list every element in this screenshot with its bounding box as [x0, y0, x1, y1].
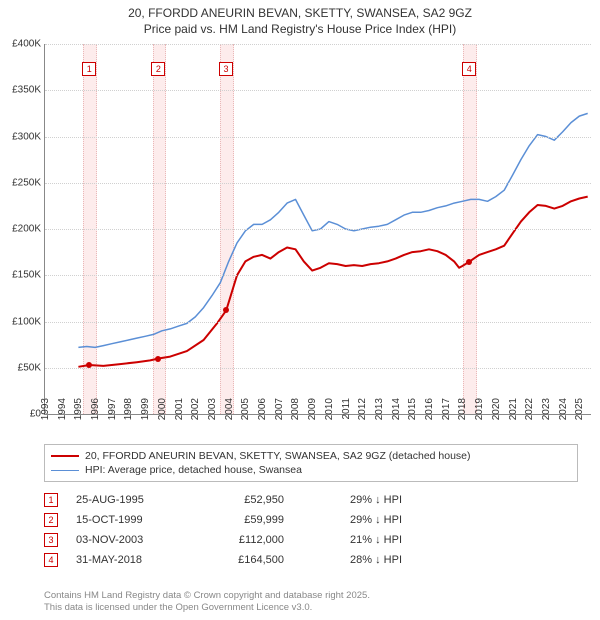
transaction-price: £52,950 [204, 494, 284, 506]
chart-title: 20, FFORDD ANEURIN BEVAN, SKETTY, SWANSE… [0, 0, 600, 39]
chart-container: 20, FFORDD ANEURIN BEVAN, SKETTY, SWANSE… [0, 0, 600, 620]
x-axis-label: 2011 [341, 398, 352, 420]
x-axis-label: 2005 [240, 398, 251, 420]
x-axis-label: 2002 [190, 398, 201, 420]
footnote-line: This data is licensed under the Open Gov… [44, 602, 564, 614]
x-axis-label: 2009 [307, 398, 318, 420]
transaction-row: 2 15-OCT-1999 £59,999 29% ↓ HPI [44, 510, 564, 530]
x-axis-label: 2021 [508, 398, 519, 420]
transaction-row: 1 25-AUG-1995 £52,950 29% ↓ HPI [44, 490, 564, 510]
x-axis-label: 2006 [257, 398, 268, 420]
y-axis-label: £0 [1, 409, 41, 420]
y-axis-label: £400K [1, 39, 41, 50]
legend-swatch [51, 470, 79, 471]
gridline [45, 229, 591, 230]
transaction-diff: 21% ↓ HPI [302, 534, 402, 546]
x-axis-label: 2013 [374, 398, 385, 420]
transaction-price: £164,500 [204, 554, 284, 566]
legend: 20, FFORDD ANEURIN BEVAN, SKETTY, SWANSE… [44, 444, 578, 482]
event-dot [466, 259, 472, 265]
transaction-marker: 1 [44, 493, 58, 507]
gridline [45, 183, 591, 184]
x-axis-label: 2016 [424, 398, 435, 420]
transaction-price: £59,999 [204, 514, 284, 526]
transaction-price: £112,000 [204, 534, 284, 546]
x-axis-label: 1997 [107, 398, 118, 420]
x-axis-label: 1996 [90, 398, 101, 420]
gridline [45, 275, 591, 276]
legend-item-price-paid: 20, FFORDD ANEURIN BEVAN, SKETTY, SWANSE… [51, 449, 571, 463]
x-axis-label: 2018 [457, 398, 468, 420]
y-axis-label: £250K [1, 177, 41, 188]
series-hpi [78, 113, 587, 347]
event-dot [155, 356, 161, 362]
transaction-date: 03-NOV-2003 [76, 534, 186, 546]
event-dot [86, 362, 92, 368]
event-marker: 4 [462, 62, 476, 76]
x-axis-label: 2017 [441, 398, 452, 420]
transactions-table: 1 25-AUG-1995 £52,950 29% ↓ HPI 2 15-OCT-1999… [44, 490, 564, 570]
y-axis-label: £300K [1, 131, 41, 142]
transaction-date: 15-OCT-1999 [76, 514, 186, 526]
x-axis-label: 2014 [391, 398, 402, 420]
gridline [45, 368, 591, 369]
x-axis-label: 1995 [73, 398, 84, 420]
transaction-diff: 29% ↓ HPI [302, 494, 402, 506]
x-axis-label: 2019 [474, 398, 485, 420]
x-axis-label: 2015 [407, 398, 418, 420]
event-dot [223, 307, 229, 313]
transaction-diff: 28% ↓ HPI [302, 554, 402, 566]
y-axis-label: £100K [1, 316, 41, 327]
x-axis-label: 2024 [558, 398, 569, 420]
x-axis-label: 2023 [541, 398, 552, 420]
x-axis-label: 2012 [357, 398, 368, 420]
chart-area: £0£50K£100K£150K£200K£250K£300K£350K£400… [44, 44, 590, 414]
footnote: Contains HM Land Registry data © Crown c… [44, 590, 564, 614]
x-axis-label: 2020 [491, 398, 502, 420]
transaction-row: 3 03-NOV-2003 £112,000 21% ↓ HPI [44, 530, 564, 550]
y-axis-label: £50K [1, 362, 41, 373]
event-marker: 2 [151, 62, 165, 76]
event-marker: 3 [219, 62, 233, 76]
x-axis-label: 1999 [140, 398, 151, 420]
y-axis-label: £150K [1, 270, 41, 281]
gridline [45, 137, 591, 138]
gridline [45, 44, 591, 45]
transaction-date: 25-AUG-1995 [76, 494, 186, 506]
series-price_paid [78, 197, 587, 367]
x-axis-label: 2022 [524, 398, 535, 420]
plot-region: £0£50K£100K£150K£200K£250K£300K£350K£400… [44, 44, 591, 415]
x-axis-label: 1993 [40, 398, 51, 420]
y-axis-label: £200K [1, 224, 41, 235]
x-axis-label: 2004 [224, 398, 235, 420]
transaction-marker: 4 [44, 553, 58, 567]
x-axis-label: 2000 [157, 398, 168, 420]
legend-label: 20, FFORDD ANEURIN BEVAN, SKETTY, SWANSE… [85, 450, 471, 462]
transaction-date: 31-MAY-2018 [76, 554, 186, 566]
x-axis-label: 2003 [207, 398, 218, 420]
legend-swatch [51, 455, 79, 457]
x-axis-label: 2025 [574, 398, 585, 420]
x-axis-label: 2007 [274, 398, 285, 420]
x-axis-label: 2001 [174, 398, 185, 420]
transaction-row: 4 31-MAY-2018 £164,500 28% ↓ HPI [44, 550, 564, 570]
title-line-2: Price paid vs. HM Land Registry's House … [10, 22, 590, 38]
transaction-marker: 2 [44, 513, 58, 527]
title-line-1: 20, FFORDD ANEURIN BEVAN, SKETTY, SWANSE… [10, 6, 590, 22]
x-axis-label: 1998 [123, 398, 134, 420]
legend-label: HPI: Average price, detached house, Swan… [85, 464, 302, 476]
x-axis-label: 2010 [324, 398, 335, 420]
legend-item-hpi: HPI: Average price, detached house, Swan… [51, 463, 571, 477]
y-axis-label: £350K [1, 85, 41, 96]
footnote-line: Contains HM Land Registry data © Crown c… [44, 590, 564, 602]
gridline [45, 90, 591, 91]
event-marker: 1 [82, 62, 96, 76]
x-axis-label: 2008 [290, 398, 301, 420]
x-axis-label: 1994 [57, 398, 68, 420]
transaction-marker: 3 [44, 533, 58, 547]
gridline [45, 322, 591, 323]
transaction-diff: 29% ↓ HPI [302, 514, 402, 526]
